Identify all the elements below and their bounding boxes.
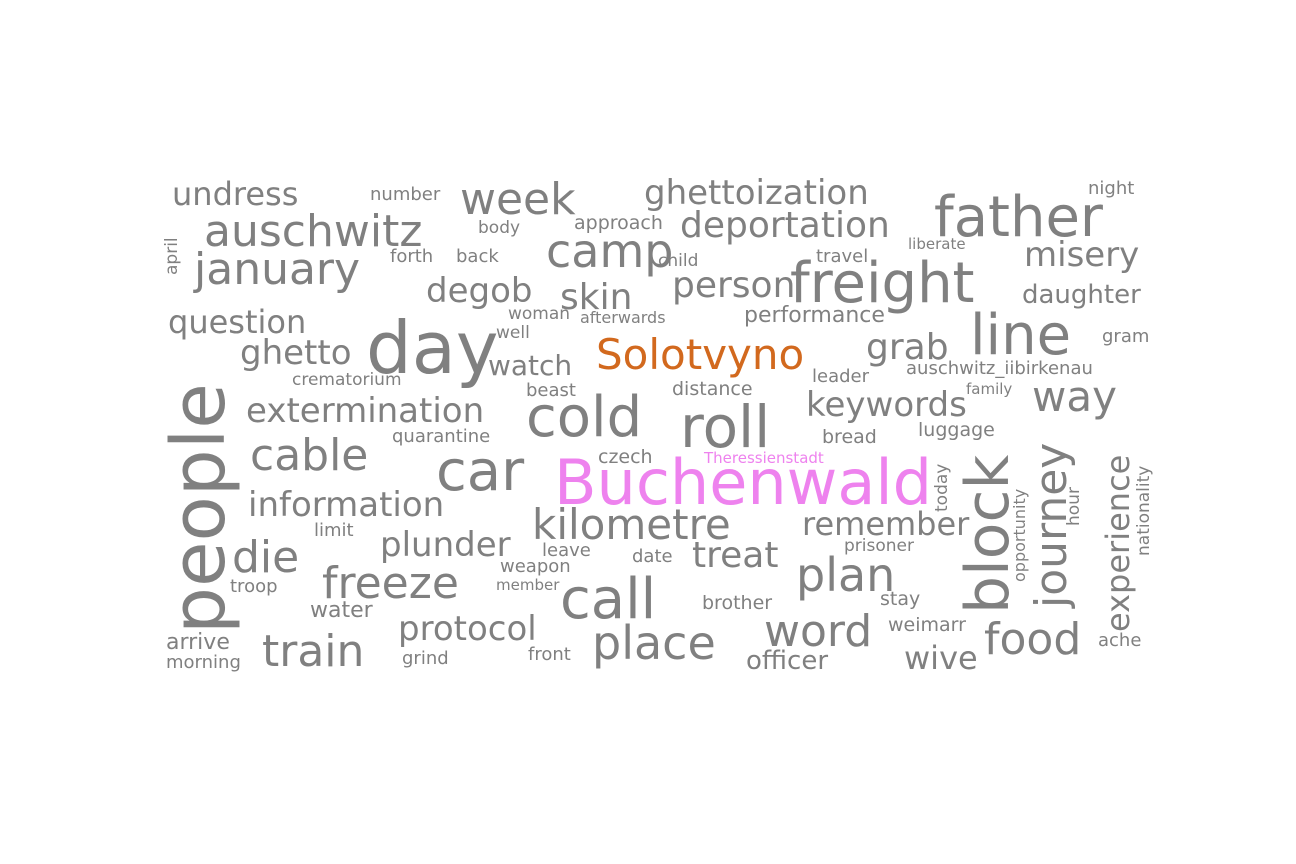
word-weimarr: weimarr bbox=[888, 614, 966, 636]
word-solotvyno: Solotvyno bbox=[596, 330, 805, 379]
word-auschwitz: auschwitz bbox=[204, 206, 423, 257]
word-front: front bbox=[528, 644, 571, 665]
word-extermination: extermination bbox=[246, 391, 485, 431]
word-hour: hour bbox=[1064, 487, 1084, 526]
word-weapon: weapon bbox=[500, 556, 571, 577]
word-brother: brother bbox=[702, 592, 773, 614]
word-people: people bbox=[156, 383, 242, 634]
word-freeze: freeze bbox=[322, 558, 459, 609]
word-date: date bbox=[632, 546, 673, 567]
word-liberate: liberate bbox=[908, 235, 966, 253]
word-woman: woman bbox=[508, 304, 571, 324]
word-die: die bbox=[232, 532, 300, 583]
word-crematorium: crematorium bbox=[292, 370, 402, 390]
word-member: member bbox=[496, 576, 560, 594]
word-freight: freight bbox=[790, 251, 975, 316]
word-skin: skin bbox=[560, 277, 633, 318]
word-number: number bbox=[370, 184, 441, 205]
word-information: information bbox=[248, 485, 445, 525]
word-travel: travel bbox=[816, 246, 869, 267]
word-undress: undress bbox=[172, 175, 299, 213]
word-gram: gram bbox=[1102, 326, 1150, 347]
word-water: water bbox=[310, 598, 373, 623]
word-distance: distance bbox=[672, 378, 753, 400]
word-night: night bbox=[1088, 178, 1135, 199]
word-child: child bbox=[658, 251, 699, 271]
word-leave: leave bbox=[542, 540, 591, 561]
word-week: week bbox=[460, 174, 576, 225]
word-plan: plan bbox=[796, 548, 896, 602]
word-treat: treat bbox=[692, 535, 779, 576]
word-auschwitz-iibirkenau: auschwitz_iibirkenau bbox=[906, 358, 1093, 379]
word-limit: limit bbox=[314, 520, 354, 541]
word-beast: beast bbox=[526, 380, 576, 401]
word-ghettoization: ghettoization bbox=[644, 173, 869, 213]
word-car: car bbox=[436, 439, 525, 504]
word-day: day bbox=[366, 306, 499, 390]
word-place: place bbox=[592, 616, 716, 670]
word-plunder: plunder bbox=[380, 525, 511, 565]
word-czech: czech bbox=[598, 446, 653, 468]
word-protocol: protocol bbox=[398, 609, 537, 649]
word-troop: troop bbox=[230, 576, 278, 597]
word-wive: wive bbox=[904, 639, 978, 677]
word-morning: morning bbox=[166, 652, 241, 673]
word-degob: degob bbox=[426, 271, 533, 311]
word-theressienstadt: Theressienstadt bbox=[704, 449, 824, 467]
word-daughter: daughter bbox=[1022, 280, 1141, 310]
word-misery: misery bbox=[1024, 235, 1140, 275]
word-nationality: nationality bbox=[1134, 465, 1154, 556]
word-afterwards: afterwards bbox=[580, 308, 666, 327]
word-remember: remember bbox=[802, 505, 970, 543]
word-arrive: arrive bbox=[166, 630, 230, 655]
word-word: word bbox=[764, 606, 873, 657]
word-buchenwald: Buchenwald bbox=[554, 446, 932, 519]
word-camp: camp bbox=[546, 224, 674, 278]
word-quarantine: quarantine bbox=[392, 426, 491, 447]
word-deportation: deportation bbox=[680, 205, 890, 246]
word-ache: ache bbox=[1098, 630, 1142, 651]
word-forth: forth bbox=[390, 246, 434, 267]
word-stay: stay bbox=[880, 588, 921, 610]
word-keywords: keywords bbox=[806, 385, 967, 425]
word-experience: experience bbox=[1099, 454, 1137, 632]
word-april: april bbox=[162, 237, 182, 275]
word-ghetto: ghetto bbox=[240, 333, 352, 373]
word-well: well bbox=[496, 323, 530, 343]
word-father: father bbox=[934, 185, 1103, 250]
word-kilometre: kilometre bbox=[532, 500, 731, 549]
word-roll: roll bbox=[680, 393, 771, 461]
word-grind: grind bbox=[402, 648, 449, 669]
word-way: way bbox=[1032, 372, 1117, 421]
word-prisoner: prisoner bbox=[844, 536, 914, 556]
word-body: body bbox=[478, 218, 521, 238]
word-cold: cold bbox=[526, 385, 643, 450]
word-january: january bbox=[194, 244, 361, 295]
word-line: line bbox=[970, 303, 1072, 368]
word-person: person bbox=[672, 265, 796, 306]
word-officer: officer bbox=[746, 646, 829, 676]
word-performance: performance bbox=[744, 303, 885, 328]
word-train: train bbox=[262, 626, 365, 677]
word-food: food bbox=[984, 614, 1082, 665]
word-grab: grab bbox=[866, 327, 949, 368]
word-approach: approach bbox=[574, 212, 663, 234]
word-cable: cable bbox=[250, 430, 369, 481]
word-watch: watch bbox=[488, 349, 573, 382]
word-call: call bbox=[560, 567, 657, 632]
word-leader: leader bbox=[812, 366, 870, 387]
word-luggage: luggage bbox=[918, 419, 995, 441]
word-question: question bbox=[168, 303, 307, 341]
word-opportunity: opportunity bbox=[1010, 488, 1029, 582]
word-bread: bread bbox=[822, 426, 877, 448]
word-back: back bbox=[456, 246, 499, 267]
word-family: family bbox=[966, 380, 1013, 398]
